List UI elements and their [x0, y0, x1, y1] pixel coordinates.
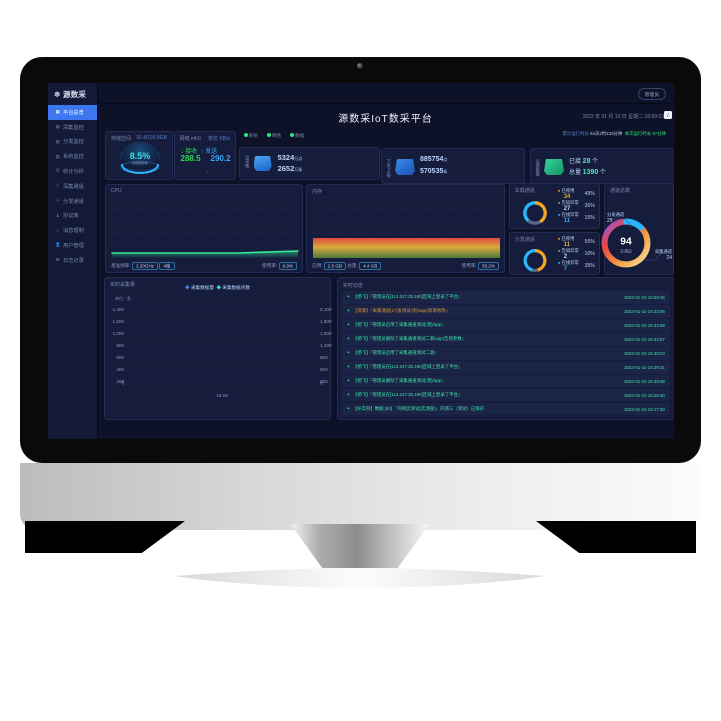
svg-text:1,500: 1,500	[320, 331, 332, 336]
svg-text:1,200: 1,200	[113, 319, 125, 324]
svg-text:存储使用率: 存储使用率	[132, 160, 147, 165]
svg-text:2,100: 2,100	[320, 307, 332, 312]
svg-text:900: 900	[320, 355, 328, 360]
svg-text:400: 400	[116, 367, 124, 372]
svg-text:800: 800	[116, 343, 124, 348]
svg-text:0: 0	[320, 380, 323, 385]
svg-text:1,200: 1,200	[320, 343, 332, 348]
svg-text:600: 600	[320, 367, 328, 372]
svg-text:1,800: 1,800	[320, 319, 332, 324]
svg-text:600: 600	[116, 355, 124, 360]
svg-text:1,000: 1,000	[113, 331, 125, 336]
svg-text:8.5%: 8.5%	[130, 151, 150, 161]
svg-text:16:58: 16:58	[216, 393, 228, 398]
svg-text:0: 0	[121, 380, 124, 385]
svg-text:1,400: 1,400	[113, 307, 125, 312]
